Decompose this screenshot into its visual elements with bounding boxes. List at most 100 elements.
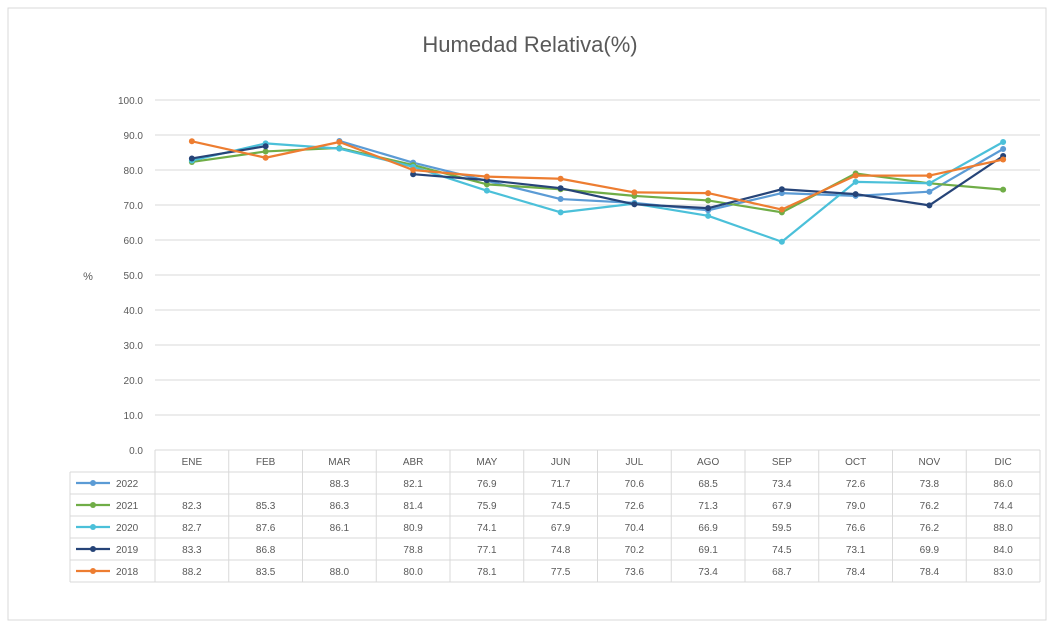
legend-marker [90,502,96,508]
data-label: 86.3 [330,501,350,512]
y-tick-label: 50.0 [124,271,144,282]
x-tick-label: FEB [256,457,276,468]
legend-entry: 2019 [116,545,139,556]
series-2018 [188,138,1007,213]
data-point [778,238,785,245]
legend-marker [90,524,96,530]
data-label: 78.4 [846,567,866,578]
data-point [852,178,859,185]
series-2019 [188,143,1007,212]
data-label: 72.6 [625,501,645,512]
data-label: 82.7 [182,523,202,534]
data-point [557,209,564,216]
y-tick-label: 60.0 [124,236,144,247]
data-label: 77.1 [477,545,497,556]
data-label: 82.1 [403,479,423,490]
data-point [262,154,269,161]
data-label: 72.6 [846,479,866,490]
data-label: 78.4 [920,567,940,578]
data-point [336,139,343,145]
data-label: 88.0 [993,523,1013,534]
data-point [410,171,417,178]
y-tick-label: 40.0 [124,306,144,317]
data-label: 83.0 [993,567,1013,578]
data-label: 88.0 [330,567,350,578]
data-label: 75.9 [477,501,497,512]
y-tick-label: 10.0 [124,411,144,422]
data-label: 80.0 [403,567,423,578]
data-label: 74.4 [993,501,1013,512]
data-point [926,188,933,195]
data-label: 68.5 [698,479,718,490]
chart-frame [7,7,1047,621]
data-label: 84.0 [993,545,1013,556]
data-label: 70.6 [625,479,645,490]
data-label: 86.1 [330,523,350,534]
data-point [557,175,564,182]
data-point [483,187,490,194]
legend-entry: 2018 [116,567,139,578]
data-point [1000,186,1007,193]
data-point [1000,146,1007,152]
legend-entry: 2022 [116,479,139,490]
y-tick-label: 0.0 [129,446,143,457]
data-label: 74.8 [551,545,571,556]
data-label: 85.3 [256,501,276,512]
x-tick-label: JUN [551,457,570,468]
y-tick-label: 100.0 [118,96,143,107]
x-tick-label: OCT [845,457,866,468]
y-tick-label: 80.0 [124,166,144,177]
data-label: 78.8 [403,545,423,556]
series-line [191,141,1004,243]
data-label: 78.1 [477,567,497,578]
series-lines [188,137,1007,245]
data-label: 67.9 [551,523,571,534]
data-point [188,138,195,145]
x-tick-label: ENE [182,457,203,468]
data-label: 77.5 [551,567,571,578]
data-point [705,197,712,204]
data-label: 86.8 [256,545,276,556]
x-tick-label: ABR [403,457,424,468]
x-tick-label: AGO [697,457,719,468]
data-point [557,185,564,192]
x-tick-label: JUL [625,457,643,468]
data-label: 66.9 [698,523,718,534]
legend-marker [90,568,96,574]
x-tick-label: SEP [772,457,792,468]
data-point [705,190,712,197]
data-label: 68.7 [772,567,792,578]
data-label: 67.9 [772,501,792,512]
y-tick-label: 90.0 [124,131,144,142]
data-point [410,167,417,173]
data-label: 59.5 [772,523,792,534]
data-point [705,205,712,212]
data-label: 82.3 [182,501,202,512]
data-label: 74.5 [772,545,792,556]
data-point [483,173,490,180]
data-label: 70.4 [625,523,645,534]
chart-title: Humedad Relativa(%) [422,32,637,57]
data-point [926,202,933,209]
data-point [631,201,638,208]
x-tick-label: MAY [476,457,497,468]
data-label: 73.1 [846,545,866,556]
data-point [852,191,859,198]
y-tick-labels: 0.0 10.0 20.0 30.0 40.0 50.0 60.0 70.0 80.0 90.0 1… [118,96,143,457]
x-tick-label: NOV [919,457,941,468]
data-point [557,196,564,203]
legend-marker [90,546,96,552]
data-label: 76.2 [920,501,940,512]
data-label: 76.6 [846,523,866,534]
data-label: 86.0 [993,479,1013,490]
data-point [1000,139,1007,145]
data-label: 71.7 [551,479,571,490]
data-label: 74.5 [551,501,571,512]
data-label: 69.9 [920,545,940,556]
data-label: 88.2 [182,567,202,578]
data-point [483,181,490,188]
data-label: 83.5 [256,567,276,578]
data-label: 74.1 [477,523,497,534]
